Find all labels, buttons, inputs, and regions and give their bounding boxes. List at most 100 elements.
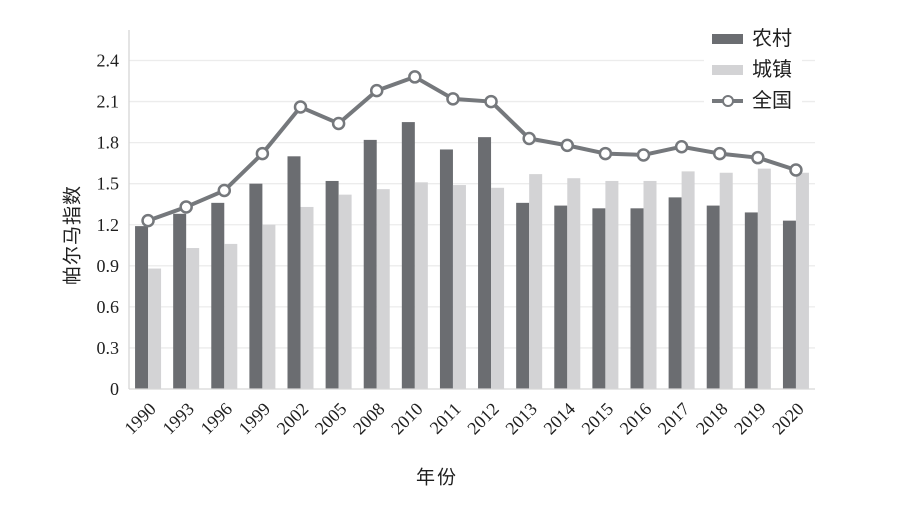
line-marker <box>484 94 498 109</box>
line-marker <box>522 131 536 146</box>
y-tick-label: 1.8 <box>97 133 120 153</box>
x-tick-label: 2019 <box>730 399 770 439</box>
bar <box>757 168 771 389</box>
legend-label-national: 全国 <box>752 90 792 112</box>
urban-swatch <box>712 65 743 75</box>
line-marker <box>141 213 155 228</box>
line-marker <box>712 146 727 161</box>
x-tick-label: 2014 <box>540 399 580 439</box>
x-tick-label: 2016 <box>616 399 656 439</box>
line-marker <box>331 116 346 131</box>
bar <box>414 182 428 389</box>
y-tick-labels: 0 0.3 0.6 0.9 1.2 1.5 1.8 2.1 2.4 <box>97 51 120 400</box>
bar <box>529 174 543 389</box>
bar <box>491 187 505 389</box>
line-marker <box>789 163 803 177</box>
y-tick-label: 0.6 <box>97 297 120 317</box>
national-line-series <box>141 70 803 228</box>
line-marker <box>179 200 193 214</box>
bar <box>554 205 568 389</box>
x-tick-label: 2015 <box>578 399 618 439</box>
bar <box>719 172 733 389</box>
grid-lines <box>129 59 815 349</box>
bars-rural <box>135 122 796 389</box>
x-tick-label: 2017 <box>654 399 694 439</box>
bar <box>325 180 339 389</box>
x-tick-label: 2013 <box>501 399 541 439</box>
legend-item-national: 全国 <box>712 89 792 113</box>
legend-item-rural: 农村 <box>712 27 792 51</box>
bar <box>795 172 809 389</box>
bar <box>376 189 390 389</box>
national-line <box>146 74 798 223</box>
national-line-marker-icon <box>712 94 743 108</box>
x-axis-title: 年份 <box>415 467 459 489</box>
x-tick-label: 2002 <box>273 399 313 439</box>
bar <box>452 185 466 389</box>
line-marker <box>560 138 575 153</box>
bar <box>643 180 657 389</box>
bar <box>148 268 162 389</box>
bar <box>668 197 682 389</box>
y-tick-label: 2.4 <box>97 51 120 71</box>
x-tick-label: 1993 <box>158 399 198 439</box>
bar <box>630 208 644 389</box>
bar <box>338 194 352 389</box>
bar <box>744 212 758 389</box>
x-tick-label: 1999 <box>235 399 275 439</box>
bar <box>592 208 606 389</box>
line-marker <box>408 70 422 84</box>
bar <box>224 243 238 389</box>
bar <box>300 206 314 389</box>
y-axis-title: 帕尔马指数 <box>62 184 84 286</box>
line-marker <box>217 183 232 198</box>
legend-item-urban: 城镇 <box>712 58 792 82</box>
line-marker <box>293 100 308 114</box>
line-marker <box>369 83 384 98</box>
y-tick-label: 1.2 <box>97 215 120 235</box>
y-tick-label: 0.3 <box>97 338 120 358</box>
line-marker <box>751 150 765 165</box>
bar <box>249 183 263 389</box>
line-marker <box>636 148 651 162</box>
bar <box>262 224 276 389</box>
y-tick-label: 2.1 <box>97 92 120 112</box>
x-tick-labels: 1990199319961999200220052008201020112012… <box>120 399 807 439</box>
x-tick-label: 1996 <box>197 399 237 439</box>
bar <box>363 139 377 389</box>
bar <box>706 205 720 389</box>
line-marker <box>598 146 613 161</box>
bar <box>186 248 200 389</box>
x-tick-label: 2012 <box>463 399 503 439</box>
line-marker <box>255 146 270 161</box>
bar <box>782 220 796 389</box>
bar <box>681 171 695 389</box>
bar <box>605 180 619 389</box>
y-tick-label: 0 <box>110 379 119 399</box>
bar <box>211 202 225 389</box>
bar <box>439 149 453 389</box>
x-tick-label: 2020 <box>768 399 808 439</box>
y-tick-label: 0.9 <box>97 256 120 276</box>
y-tick-label: 1.5 <box>97 174 120 194</box>
legend-label-rural: 农村 <box>752 28 792 50</box>
x-tick-label: 2005 <box>311 399 351 439</box>
legend: 农村 城镇 全国 <box>704 24 802 116</box>
bar <box>478 137 492 389</box>
bar <box>287 156 301 389</box>
line-marker <box>674 139 689 154</box>
line-marker <box>446 92 460 106</box>
bar <box>516 202 530 389</box>
x-tick-label: 1990 <box>120 399 160 439</box>
legend-label-urban: 城镇 <box>752 59 792 81</box>
bar <box>567 178 581 389</box>
bar <box>173 213 187 389</box>
bar <box>135 226 149 389</box>
bars-urban <box>148 168 809 389</box>
x-tick-label: 2008 <box>349 399 389 439</box>
x-tick-label: 2011 <box>426 399 465 438</box>
rural-swatch <box>712 34 743 44</box>
bar <box>401 122 415 389</box>
x-tick-label: 2010 <box>387 399 427 439</box>
